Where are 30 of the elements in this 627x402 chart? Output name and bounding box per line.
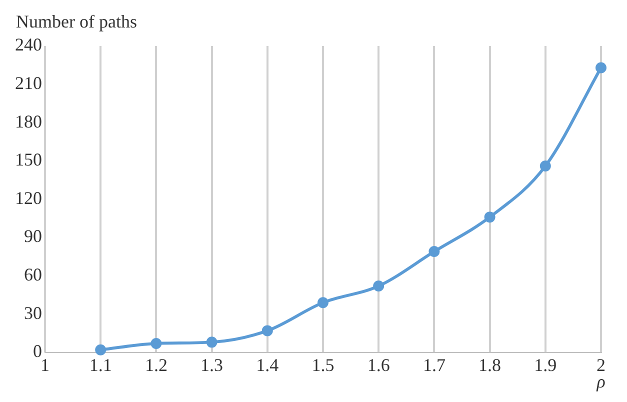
x-tick-label: 1.8 xyxy=(478,354,502,375)
x-tick-label: 1.3 xyxy=(200,354,224,375)
x-tick-label: 1.7 xyxy=(422,354,446,375)
y-tick-label: 0 xyxy=(33,341,42,362)
x-tick-label: 1.5 xyxy=(312,354,334,375)
point xyxy=(540,160,551,172)
point xyxy=(596,62,606,74)
point xyxy=(206,336,218,348)
y-axis-title: Number of paths xyxy=(16,12,137,32)
point xyxy=(95,344,106,356)
x-tick-label: 1.9 xyxy=(534,354,557,375)
y-tick-label: 120 xyxy=(15,188,42,208)
x-tick-label: 1.4 xyxy=(256,354,279,375)
point xyxy=(150,338,162,349)
y-tick-label: 90 xyxy=(24,226,42,246)
y-tick-label: 240 xyxy=(15,34,42,55)
y-tick-label: 210 xyxy=(15,73,42,94)
point xyxy=(318,297,328,308)
point xyxy=(484,212,496,223)
x-tick-label: 1.6 xyxy=(367,354,390,375)
x-tick-label: 1.2 xyxy=(144,354,168,375)
y-tick-label: 180 xyxy=(15,111,42,132)
x-tick-label: 1 xyxy=(40,354,50,375)
y-tick-label: 150 xyxy=(15,150,42,170)
x-tick-label: 1.1 xyxy=(89,354,112,375)
point xyxy=(373,280,384,292)
y-tick-label: 60 xyxy=(24,264,42,285)
point xyxy=(262,325,273,336)
y-tick-label: 30 xyxy=(24,302,42,323)
point xyxy=(428,246,440,258)
